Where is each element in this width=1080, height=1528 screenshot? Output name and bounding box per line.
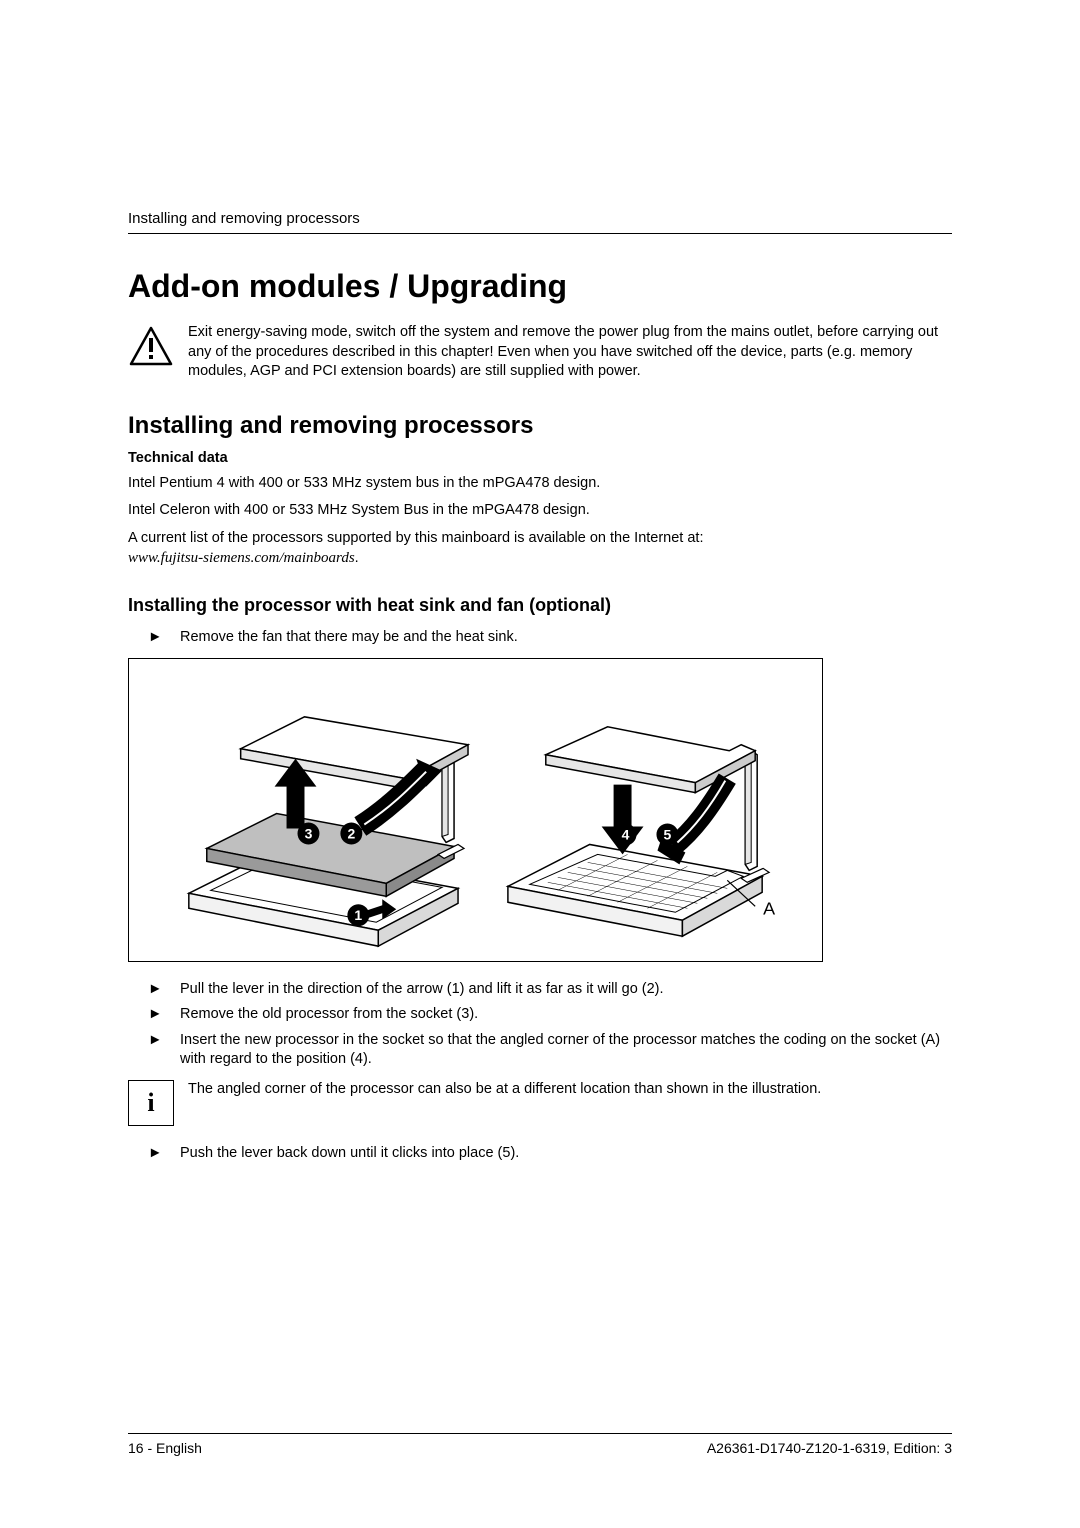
footer-left: 16 - English [128,1440,202,1456]
fig-label-A: A [763,898,775,918]
page: Installing and removing processors Add-o… [0,0,1080,1528]
step-marker-icon: ► [148,628,162,648]
step-list: ► Pull the lever in the direction of the … [128,980,952,1070]
subsection-title: Installing the processor with heat sink … [128,595,952,616]
info-icon: i [128,1080,174,1126]
step-list-post: ► Push the lever back down until it click… [128,1144,952,1164]
technical-data-label: Technical data [128,450,952,466]
warning-callout: Exit energy-saving mode, switch off the … [128,323,952,382]
step-marker-icon: ► [148,1005,162,1025]
step-list-pre: ► Remove the fan that there may be and th… [128,628,952,648]
tech-link: www.fujitsu-siemens.com/mainboards [128,550,355,566]
footer-rule [128,1433,952,1434]
section-title: Installing and removing processors [128,412,952,440]
page-footer: 16 - English A26361-D1740-Z120-1-6319, E… [128,1433,952,1456]
fig-label-2: 2 [347,825,355,841]
tech-p3-text: A current list of the processors support… [128,530,703,546]
step-text: Pull the lever in the direction of the a… [180,980,664,1000]
processor-figure: 2 3 1 [128,658,823,962]
warning-icon [128,323,174,369]
tech-p1: Intel Pentium 4 with 400 or 533 MHz syst… [128,474,952,494]
tech-p3: A current list of the processors support… [128,529,952,569]
step-text: Insert the new processor in the socket s… [180,1031,952,1070]
step-text: Remove the old processor from the socket… [180,1005,478,1025]
step-marker-icon: ► [148,1031,162,1070]
right-drawing: 4 5 A [508,726,775,935]
tech-p2: Intel Celeron with 400 or 533 MHz System… [128,501,952,521]
warning-text: Exit energy-saving mode, switch off the … [188,323,952,382]
left-drawing: 2 3 1 [189,716,468,945]
info-callout: i The angled corner of the processor can… [128,1080,952,1126]
step-text: Push the lever back down until it clicks… [180,1144,519,1164]
fig-label-5: 5 [664,826,672,842]
fig-label-3: 3 [305,825,313,841]
step-marker-icon: ► [148,1144,162,1164]
page-title: Add-on modules / Upgrading [128,268,952,305]
step-item: ► Remove the old processor from the socke… [128,1005,952,1025]
step-item: ► Pull the lever in the direction of the … [128,980,952,1000]
running-head: Installing and removing processors [128,210,952,227]
tech-link-suffix: . [355,550,359,566]
top-rule [128,233,952,234]
footer-right: A26361-D1740-Z120-1-6319, Edition: 3 [707,1440,952,1456]
step-marker-icon: ► [148,980,162,1000]
info-text: The angled corner of the processor can a… [188,1080,821,1100]
step-item: ► Push the lever back down until it click… [128,1144,952,1164]
step-item: ► Remove the fan that there may be and th… [128,628,952,648]
step-text: Remove the fan that there may be and the… [180,628,518,648]
fig-label-1: 1 [354,907,362,923]
fig-label-4: 4 [622,826,630,842]
step-item: ► Insert the new processor in the socket … [128,1031,952,1070]
